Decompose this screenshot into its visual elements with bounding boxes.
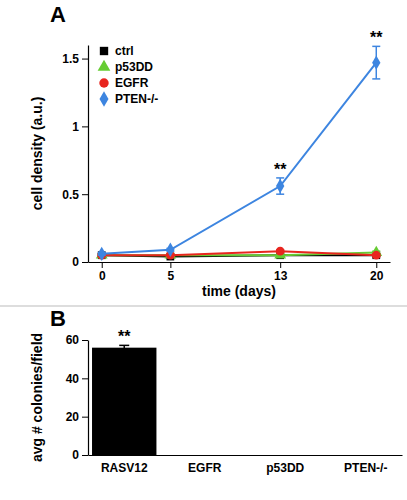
- legend-marker: [99, 78, 108, 87]
- axis: RASV12 EGFR p53DD PTEN-/-: [89, 455, 403, 475]
- tick: PTEN-/-: [344, 455, 387, 475]
- figure: 0 5 13 20 0 0.5 1 1.5 time (days) cell density (a…: [0, 0, 407, 500]
- annotation: **: [274, 161, 287, 178]
- marker: [276, 179, 284, 193]
- marker: [276, 247, 285, 256]
- tick-label: 13: [274, 269, 288, 283]
- tick-label: RASV12: [101, 461, 148, 475]
- axis: 0 0.5 1 1.5: [62, 46, 88, 270]
- tick-label: 0.5: [62, 188, 79, 202]
- series-line: [102, 63, 377, 254]
- panel-label: A: [50, 2, 66, 27]
- error-cap: [276, 193, 284, 195]
- legend-entry: ctrl: [100, 44, 134, 58]
- axis-line: [88, 341, 89, 456]
- tick: RASV12: [101, 455, 148, 475]
- y-axis-title: avg # colonies/field: [29, 333, 45, 462]
- tick: 5: [168, 262, 175, 283]
- tick-label: 0: [72, 255, 79, 269]
- axis-line: [89, 262, 391, 263]
- tick: 40: [66, 372, 88, 386]
- tick: EGFR: [188, 455, 222, 475]
- error-cap: [372, 78, 380, 80]
- tick-mark: [82, 417, 88, 418]
- tick-mark: [82, 126, 88, 127]
- marker: [98, 247, 106, 261]
- annotation: **: [370, 29, 383, 46]
- marker: [372, 55, 380, 69]
- tick: 20: [66, 410, 88, 424]
- tick-label: 5: [168, 269, 175, 283]
- legend-label: p53DD: [115, 60, 153, 74]
- panel-label: B: [50, 306, 66, 331]
- tick-label: 1: [72, 120, 79, 134]
- tick: p53DD: [266, 455, 304, 475]
- error-bar: [119, 345, 129, 350]
- legend-label: PTEN-/-: [115, 92, 158, 106]
- legend-marker: [100, 47, 108, 55]
- legend-label: EGFR: [115, 76, 149, 90]
- tick-mark: [82, 194, 88, 195]
- tick: 0: [72, 448, 88, 462]
- tick: 20: [370, 262, 384, 283]
- tick-mark: [102, 262, 103, 268]
- error-bar: [372, 46, 380, 79]
- tick-label: 0: [72, 448, 79, 462]
- legend-entry: p53DD: [98, 60, 154, 74]
- tick-label: 60: [66, 333, 80, 347]
- error-bar: [276, 178, 284, 194]
- tick-label: 40: [66, 372, 80, 386]
- axis-line: [88, 46, 89, 263]
- plot-area: [92, 345, 156, 455]
- tick: 13: [274, 262, 288, 283]
- marker: [166, 243, 174, 257]
- legend-entry: EGFR: [99, 76, 148, 90]
- tick-label: 20: [370, 269, 384, 283]
- tick: 0: [99, 262, 106, 283]
- tick-label: PTEN-/-: [344, 461, 387, 475]
- tick-label: p53DD: [266, 461, 304, 475]
- tick: 1: [72, 120, 88, 134]
- axis: 0 5 13 20: [89, 262, 391, 283]
- plot-area: [96, 46, 382, 261]
- axis-line: [89, 455, 403, 456]
- legend-marker: [100, 91, 109, 107]
- legend-marker: [98, 60, 111, 71]
- x-axis-title: time (days): [202, 283, 276, 299]
- tick-mark: [170, 262, 171, 268]
- legend: ctrl p53DD EGFR PTEN-/-: [98, 44, 159, 107]
- bar: [92, 348, 156, 455]
- axis: 0 20 40 60: [66, 333, 89, 462]
- tick-mark: [82, 340, 88, 341]
- tick: 0: [72, 255, 88, 269]
- tick: 1.5: [62, 52, 88, 66]
- tick-label: 20: [66, 410, 80, 424]
- tick-mark: [82, 378, 88, 379]
- tick-mark: [82, 455, 88, 456]
- legend-entry: PTEN-/-: [100, 91, 159, 107]
- tick-mark: [376, 262, 377, 268]
- tick-label: 1.5: [62, 52, 79, 66]
- legend-label: ctrl: [115, 44, 134, 58]
- tick-label: 0: [99, 269, 106, 283]
- tick: 60: [66, 333, 88, 347]
- tick-label: EGFR: [188, 461, 222, 475]
- annotation: **: [118, 328, 131, 345]
- tick: 0.5: [62, 188, 88, 202]
- tick-mark: [82, 262, 88, 263]
- tick-mark: [82, 59, 88, 60]
- tick-mark: [280, 262, 281, 268]
- marker: [372, 251, 381, 260]
- y-axis-title: cell density (a.u.): [29, 97, 45, 211]
- marker: [372, 251, 380, 259]
